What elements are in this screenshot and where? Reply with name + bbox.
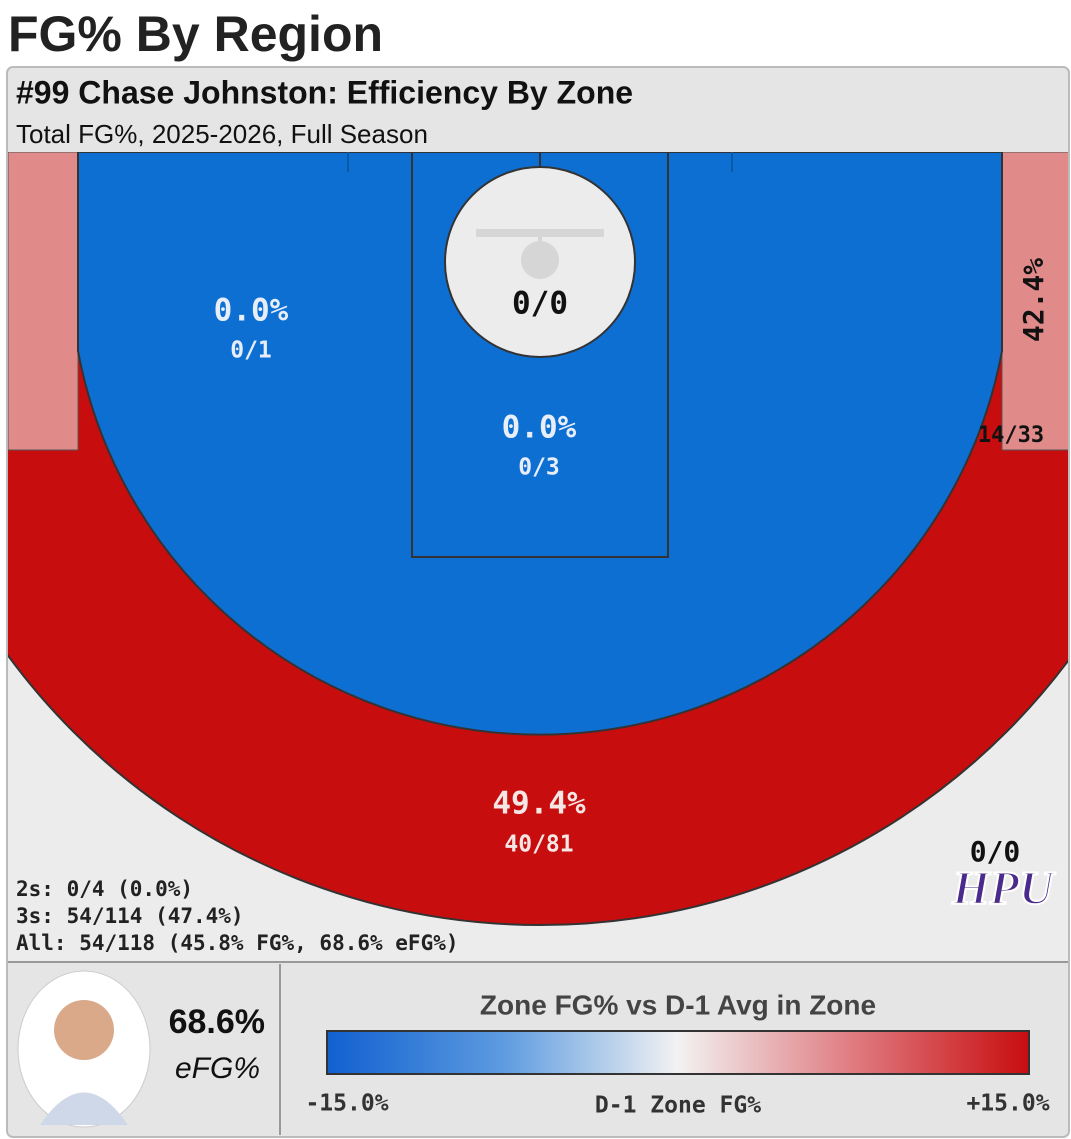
zone-made: 0/0 <box>512 286 568 322</box>
player-photo <box>40 1092 128 1125</box>
caption: Total FG%, 2025-2026, Full Season <box>16 119 428 149</box>
legend-colorbar <box>326 1030 1030 1075</box>
zone-left-corner <box>8 152 79 451</box>
court <box>8 152 1068 962</box>
zone-right-corner <box>1001 152 1068 451</box>
zone-pct: 0.0% <box>502 410 577 446</box>
zone-pct: 49.4% <box>492 786 586 822</box>
summary-line: 3s: 54/114 (47.4%) <box>16 904 244 928</box>
rim <box>521 241 559 279</box>
efg-label: eFG% <box>175 1052 260 1085</box>
subtitle: #99 Chase Johnston: Efficiency By Zone <box>16 74 633 110</box>
zone-made: 0/0 <box>970 835 1021 868</box>
zone-made: 0/3 <box>518 455 560 481</box>
player-photo <box>54 1000 114 1060</box>
page-title: FG% By Region <box>8 6 383 62</box>
zone-made: 0/1 <box>230 338 272 364</box>
logo: HPU <box>951 862 1056 915</box>
zone-pct: 0.0% <box>214 293 289 329</box>
legend-max: +15.0% <box>966 1091 1049 1117</box>
zone-made: 14/33 <box>978 423 1044 448</box>
efg-value: 68.6% <box>169 1003 265 1041</box>
legend-center: D-1 Zone FG% <box>595 1093 761 1119</box>
legend-min: -15.0% <box>305 1091 388 1117</box>
summary-line: All: 54/118 (45.8% FG%, 68.6% eFG%) <box>16 931 459 955</box>
summary-line: 2s: 0/4 (0.0%) <box>16 877 193 901</box>
zone-pct: 42.4% <box>1017 258 1050 342</box>
legend-title: Zone FG% vs D-1 Avg in Zone <box>480 989 876 1020</box>
zone-made: 40/81 <box>504 832 573 858</box>
